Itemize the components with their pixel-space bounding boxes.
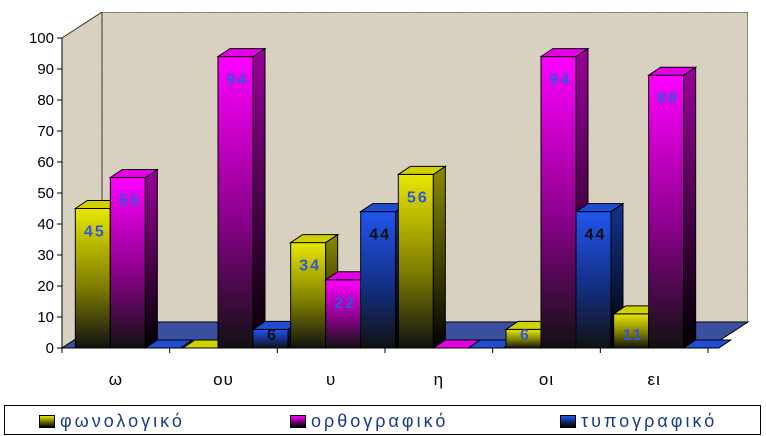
y-tick-label: 30 (37, 247, 54, 264)
bar-ορθογραφικό-ου: 94 (216, 47, 267, 349)
legend-label-1: ορθογραφικό (311, 410, 449, 431)
y-tick-label: 100 (29, 30, 54, 47)
legend: φωνολογικό ορθογραφικό τυπογραφικό (4, 405, 761, 435)
legend-swatch-0 (39, 414, 55, 428)
bar-front (74, 208, 111, 349)
data-label: 22 (334, 295, 356, 312)
bar-side (252, 47, 266, 349)
data-label: 44 (369, 227, 391, 244)
bar-ορθογραφικό-ω: 55 (108, 168, 159, 349)
y-tick-label: 90 (37, 61, 54, 78)
x-tick-label: ει (647, 370, 660, 389)
chart-svg: 0 10 20 30 40 50 60 70 80 90 100 45 55 94 6 34 22 44 56 6 9… (29, 11, 750, 389)
x-axis: ω ου υ η οι ει (61, 347, 709, 389)
y-tick-label: 60 (37, 154, 54, 171)
data-label: 55 (119, 193, 141, 210)
y-tick-label: 40 (37, 216, 54, 233)
x-tick-label: ω (109, 370, 123, 389)
bar-top (108, 169, 159, 178)
legend-item-2: τυπογραφικό (560, 411, 717, 431)
bar-front (648, 74, 685, 349)
y-tick-label: 50 (37, 185, 54, 202)
bar-side (432, 165, 446, 349)
legend-item-0: φωνολογικό (39, 411, 185, 431)
legend-swatch-2 (560, 414, 576, 428)
y-tick-label: 20 (37, 278, 54, 295)
data-label: 6 (520, 327, 531, 344)
bar-top (289, 234, 340, 244)
y-tick-label: 10 (37, 309, 54, 326)
bar-front (217, 56, 254, 349)
data-label: 94 (227, 72, 249, 89)
bars-group: 45 55 94 6 34 22 44 56 6 94 44 11 88 (73, 47, 733, 349)
x-tick-label: υ (326, 370, 336, 389)
data-label: 94 (550, 72, 572, 89)
y-tick-label: 0 (46, 340, 54, 357)
bar-side (144, 168, 158, 349)
bar-front (325, 279, 362, 349)
bar-ορθογραφικό-ει: 88 (647, 66, 698, 349)
x-tick-label: η (434, 370, 444, 389)
y-axis: 0 10 20 30 40 50 60 70 80 90 100 (29, 30, 63, 357)
legend-label-2: τυπογραφικό (581, 410, 718, 431)
data-label: 6 (267, 327, 278, 344)
y-tick-label: 70 (37, 123, 54, 140)
bar-top (216, 48, 267, 58)
bar-top (647, 66, 698, 76)
x-tick-label: ου (213, 370, 234, 389)
bar-top (539, 48, 590, 58)
data-label: 44 (585, 227, 607, 244)
legend-item-1: ορθογραφικό (290, 411, 448, 431)
bar-front (540, 56, 577, 349)
x-tick-label: οι (539, 370, 554, 389)
data-label: 45 (84, 224, 106, 241)
bar-side (683, 66, 697, 349)
legend-label-0: φωνολογικό (60, 410, 185, 431)
bar-top (574, 203, 625, 213)
bar-top (396, 165, 447, 175)
bar-front (290, 242, 327, 349)
data-label: 88 (657, 90, 679, 107)
legend-swatch-1 (290, 414, 306, 428)
y-tick-label: 80 (37, 92, 54, 109)
data-label: 11 (623, 327, 644, 344)
bar-φωνολογικό-η: 56 (396, 165, 447, 349)
data-label: 56 (407, 189, 429, 206)
data-label: 34 (299, 258, 321, 275)
